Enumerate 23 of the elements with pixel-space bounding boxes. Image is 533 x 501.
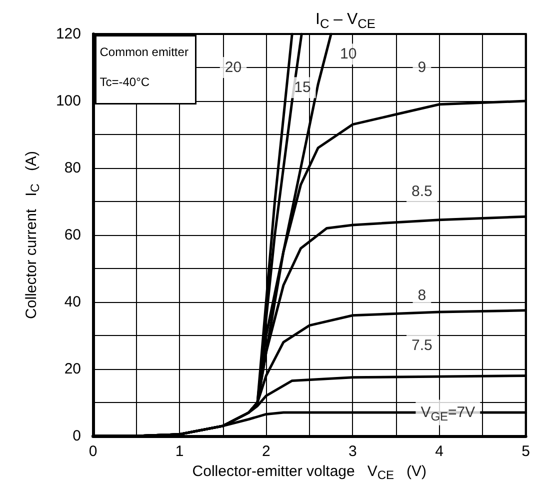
annotation: Tc=-40°C	[100, 74, 150, 89]
y-tick-label: 100	[56, 92, 81, 110]
x-tick-label: 1	[175, 443, 184, 460]
x-tick-label: 2	[262, 443, 270, 460]
y-tick-label: 120	[56, 26, 81, 42]
y-tick-label: 40	[64, 294, 81, 310]
x-tick-label: 5	[522, 443, 530, 460]
y-tick-label: 20	[64, 360, 81, 378]
y-tick-label: 60	[64, 226, 81, 244]
annotation: 8	[418, 286, 426, 304]
annotation: 7.5	[412, 337, 432, 354]
annotation: Common emitter	[100, 44, 188, 59]
x-tick-label: 0	[88, 443, 98, 460]
y-tick-label: 0	[72, 428, 81, 444]
y-tick-label: 80	[64, 160, 81, 176]
annotation: 9	[418, 59, 426, 76]
x-tick-label: 4	[435, 443, 444, 460]
annotation: 15	[294, 79, 311, 96]
y-axis-title: Collector current IC (A)	[22, 151, 42, 319]
annotation: 10	[340, 46, 357, 63]
annotation: 20	[224, 59, 242, 76]
annotation: 8.5	[412, 182, 432, 200]
x-tick-label: 3	[348, 443, 357, 460]
